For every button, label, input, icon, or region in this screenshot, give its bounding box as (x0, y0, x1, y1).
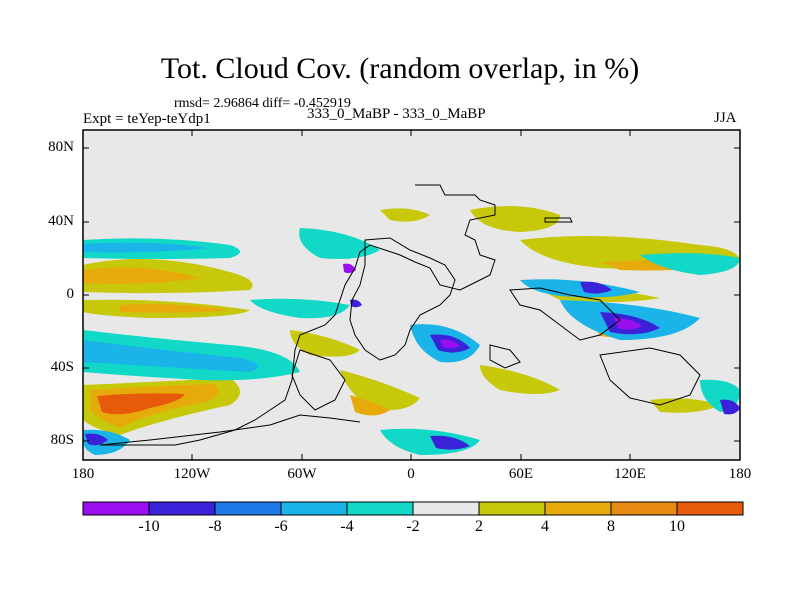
lon-label: 120W (173, 466, 211, 482)
colorbar-swatch (544, 501, 612, 516)
colorbar-swatch (478, 501, 546, 516)
experiment-label: Expt = teYep-teYdp1 (83, 111, 211, 127)
colorbar-label: -2 (406, 518, 420, 535)
lon-label: 180 (728, 466, 752, 482)
colorbar-label: 8 (607, 518, 615, 535)
lat-label: 80S (50, 432, 74, 448)
colorbar-label: -10 (138, 518, 160, 535)
colorbar-label: -8 (208, 518, 222, 535)
axis-ticks (83, 130, 740, 460)
colorbar-swatch (214, 501, 282, 516)
case-id-label: 333_0_MaBP - 333_0_MaBP (307, 106, 486, 122)
lon-label: 60W (287, 466, 317, 482)
colorbar-swatch (82, 501, 150, 516)
colorbar-label: 2 (475, 518, 483, 535)
colorbar-swatch (412, 501, 480, 516)
anomaly-contours (83, 206, 740, 455)
lon-label: 60E (508, 466, 534, 482)
lat-label: 40N (48, 213, 74, 229)
stats-text: rmsd= 2.96864 diff= -0.452919 (174, 96, 351, 111)
colorbar-swatch (280, 501, 348, 516)
colorbar (82, 501, 744, 516)
lon-label: 120E (614, 466, 646, 482)
lat-label: 80N (48, 139, 74, 155)
lon-label: 0 (407, 466, 415, 482)
season-label: JJA (714, 110, 737, 126)
colorbar-label: -6 (274, 518, 288, 535)
colorbar-swatch (346, 501, 414, 516)
colorbar-swatch (610, 501, 678, 516)
colorbar-swatch (676, 501, 744, 516)
coastlines (99, 184, 701, 446)
lon-label: 180 (71, 466, 95, 482)
lat-label: 40S (50, 359, 74, 375)
map-title: Tot. Cloud Cov. (random overlap, in %) (160, 52, 640, 85)
colorbar-swatch (148, 501, 216, 516)
lat-label: 0 (66, 286, 75, 302)
colorbar-label: 10 (669, 518, 685, 535)
colorbar-label: -4 (340, 518, 354, 535)
colorbar-label: 4 (541, 518, 549, 535)
